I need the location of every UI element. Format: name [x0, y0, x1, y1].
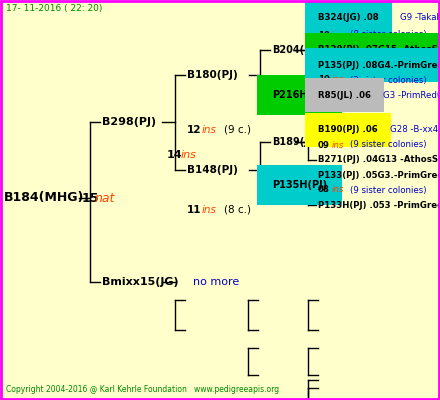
Text: Copyright 2004-2016 @ Karl Kehrle Foundation   www.pedigreeapis.org: Copyright 2004-2016 @ Karl Kehrle Founda… — [6, 386, 279, 394]
Text: ins: ins — [332, 186, 345, 194]
Text: (9 sister colonies): (9 sister colonies) — [350, 186, 426, 194]
Text: (3 sister colonies): (3 sister colonies) — [350, 76, 427, 84]
Text: Bmixx15(JG): Bmixx15(JG) — [102, 277, 179, 287]
Text: B190(PJ) .06: B190(PJ) .06 — [318, 126, 378, 134]
Text: ins: ins — [332, 140, 345, 150]
Text: (8 sister colonies): (8 sister colonies) — [350, 30, 427, 40]
Text: B180(PJ): B180(PJ) — [187, 70, 238, 80]
Text: P135H(PJ): P135H(PJ) — [272, 180, 327, 190]
Text: no more: no more — [193, 277, 239, 287]
Text: ins: ins — [332, 76, 345, 84]
Text: 09: 09 — [318, 140, 330, 150]
Text: B271(PJ) .04G13 -AthosSt80R: B271(PJ) .04G13 -AthosSt80R — [318, 156, 440, 164]
Text: G9 -Takab93R: G9 -Takab93R — [400, 14, 440, 22]
Text: 11: 11 — [187, 205, 202, 215]
Text: ins: ins — [332, 30, 345, 40]
Text: B324(JG) .08: B324(JG) .08 — [318, 14, 379, 22]
Text: P133H(PJ) .053 -PrimGreen00: P133H(PJ) .053 -PrimGreen00 — [318, 200, 440, 210]
Text: (9 c.): (9 c.) — [224, 125, 251, 135]
Text: B184(MHG): B184(MHG) — [4, 192, 84, 204]
Text: 10: 10 — [318, 30, 330, 40]
Text: ins: ins — [202, 205, 217, 215]
Text: P216H(PJ): P216H(PJ) — [272, 90, 327, 100]
Text: nat: nat — [95, 192, 115, 204]
Text: 15: 15 — [82, 192, 99, 204]
Text: B189(JG): B189(JG) — [272, 137, 320, 147]
Text: 17- 11-2016 ( 22: 20): 17- 11-2016 ( 22: 20) — [6, 4, 103, 12]
Text: (8 c.): (8 c.) — [224, 205, 251, 215]
Text: P133(PJ) .05G3.-PrimGreen00: P133(PJ) .05G3.-PrimGreen00 — [318, 170, 440, 180]
Text: G3 -PrimRed01: G3 -PrimRed01 — [383, 90, 440, 100]
Text: 14: 14 — [167, 150, 183, 160]
Text: B298(PJ): B298(PJ) — [102, 117, 156, 127]
Text: P135(PJ) .08G4.-PrimGreen00: P135(PJ) .08G4.-PrimGreen00 — [318, 60, 440, 70]
Text: ins: ins — [181, 150, 197, 160]
Text: 08: 08 — [318, 186, 330, 194]
Text: G28 -B-xx43: G28 -B-xx43 — [390, 126, 440, 134]
Text: B129(PJ) .07G15 -AthosSt80R: B129(PJ) .07G15 -AthosSt80R — [318, 46, 440, 54]
Text: 10: 10 — [318, 76, 330, 84]
Text: B148(PJ): B148(PJ) — [187, 165, 238, 175]
Text: B204(PJ): B204(PJ) — [272, 45, 319, 55]
Text: R85(JL) .06: R85(JL) .06 — [318, 90, 371, 100]
Text: (9 sister colonies): (9 sister colonies) — [350, 140, 426, 150]
Text: ins: ins — [202, 125, 217, 135]
Text: 12: 12 — [187, 125, 202, 135]
